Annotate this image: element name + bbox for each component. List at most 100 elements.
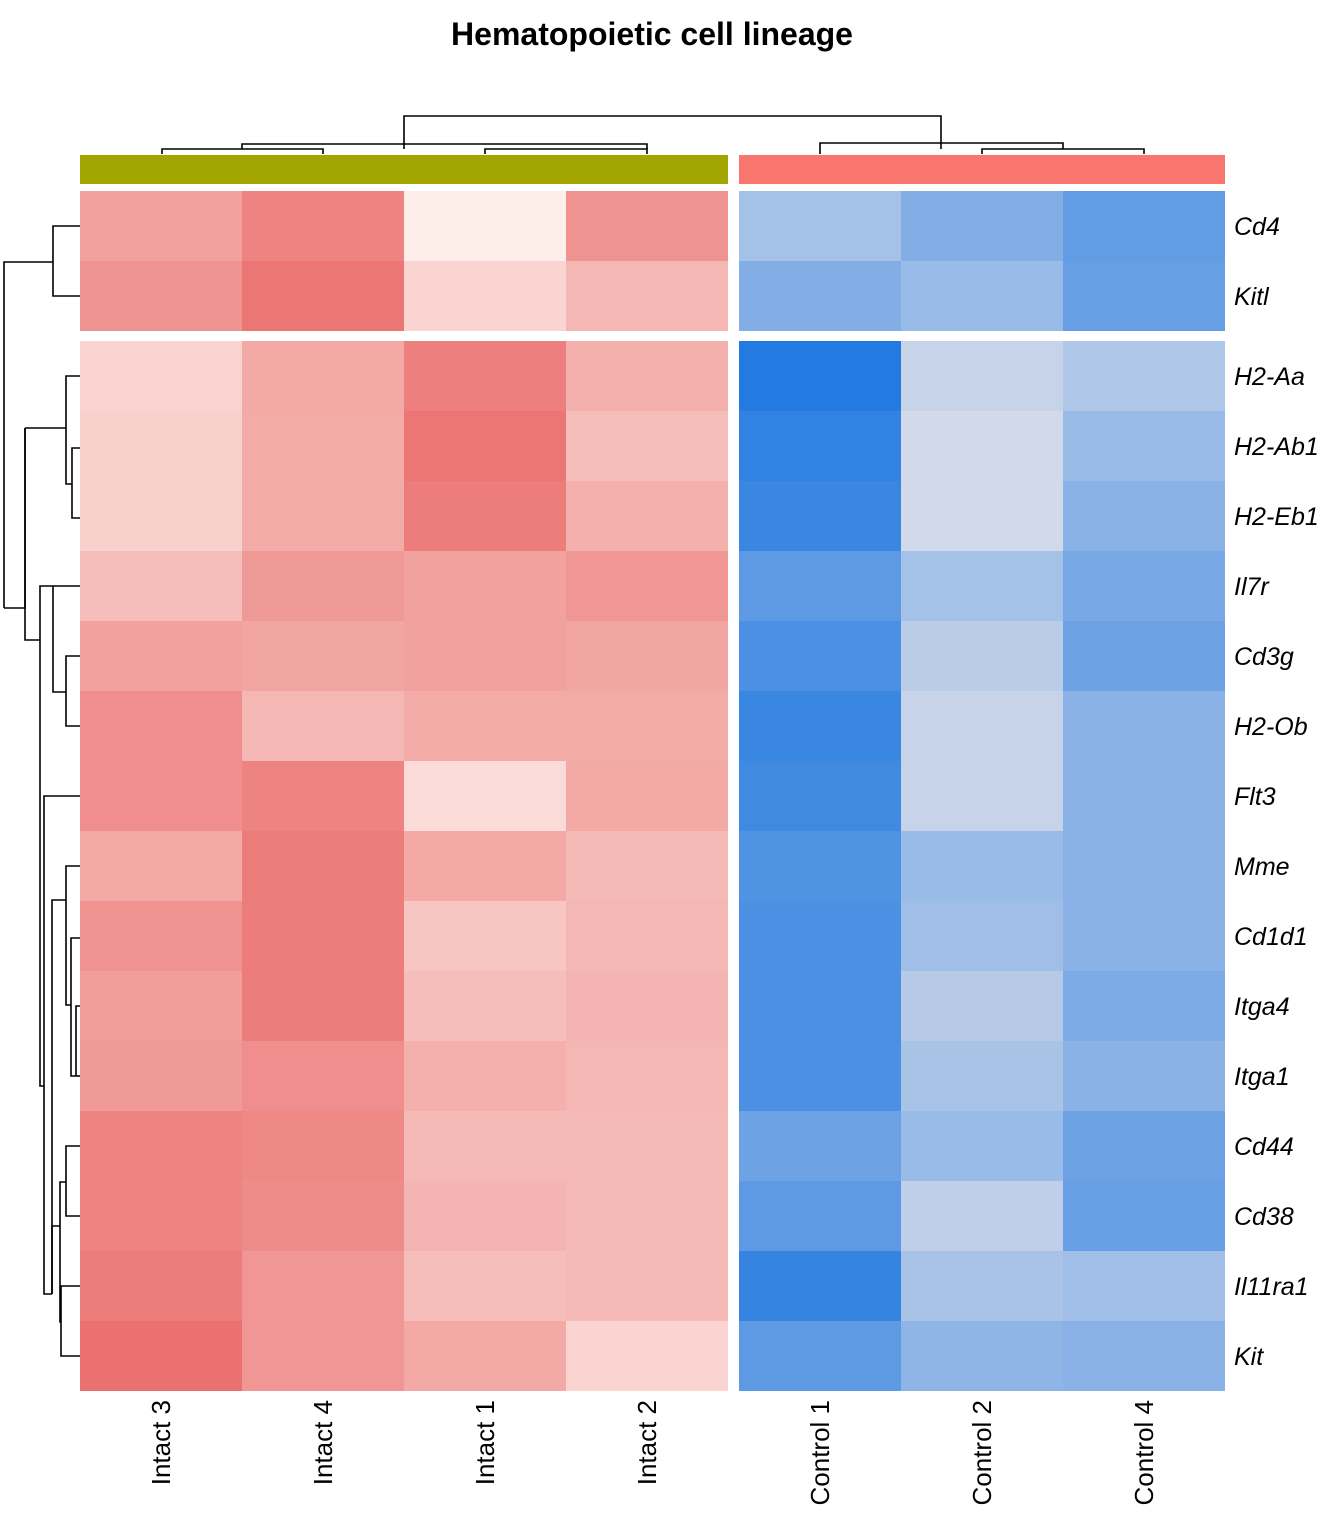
heatmap-cell [242,901,404,971]
heatmap-cell [739,1181,901,1251]
heatmap-cell [1063,261,1225,331]
heatmap-cell [80,551,242,621]
heatmap-cell [1063,1181,1225,1251]
heatmap-cell [739,761,901,831]
heatmap-cell [404,761,566,831]
heatmap-cell [80,1181,242,1251]
heatmap-cell [901,191,1063,261]
heatmap-cell [404,831,566,901]
heatmap-cell [80,1041,242,1111]
heatmap-cell [901,971,1063,1041]
heatmap-cell [242,691,404,761]
heatmap-cell [566,261,728,331]
column-labels: Intact 3 Intact 4 Intact 1 Intact 2 Control … [146,1400,1159,1506]
heatmap-cell [242,1181,404,1251]
heatmap-cell [80,481,242,551]
heatmap-cell [1063,971,1225,1041]
heatmap-cell [242,551,404,621]
column-label: Intact 2 [632,1400,662,1485]
heatmap-cell [404,481,566,551]
row-label: Kitl [1234,283,1270,311]
row-label: Flt3 [1234,783,1276,811]
heatmap-cell [739,341,901,411]
heatmap-cell [739,1111,901,1181]
heatmap-cell [566,1041,728,1111]
heatmap-cell [242,1111,404,1181]
heatmap-cell [1063,621,1225,691]
heatmap-cell [566,481,728,551]
heatmap-cell [739,831,901,901]
heatmap-cell [404,1111,566,1181]
heatmap-cell [901,761,1063,831]
heatmap-cell [739,1251,901,1321]
heatmap-cell [404,1321,566,1391]
heatmap-cell [1063,411,1225,481]
row-label: Itga1 [1234,1063,1290,1091]
heatmap-cell [404,551,566,621]
heatmap-cell [566,901,728,971]
column-label: Control 2 [967,1400,997,1506]
row-label: Cd44 [1234,1133,1294,1161]
row-label: H2-Aa [1234,363,1305,391]
heatmap-cell [901,1251,1063,1321]
heatmap-cell [404,341,566,411]
column-annotation-bar [80,155,1225,184]
heatmap-cell [739,1041,901,1111]
heatmap-cell [566,971,728,1041]
annotation-intact [80,155,728,184]
heatmap-cell [242,411,404,481]
heatmap-cell [901,1111,1063,1181]
heatmap-cell [566,831,728,901]
row-label: Cd4 [1234,213,1280,241]
chart-title: Hematopoietic cell lineage [451,16,853,52]
row-label: Il7r [1234,573,1270,601]
heatmap-cell [242,971,404,1041]
heatmap-cell [404,1251,566,1321]
heatmap-cell [242,481,404,551]
heatmap-cell [739,1321,901,1391]
heatmap-cell [80,1251,242,1321]
heatmap-cell [1063,1251,1225,1321]
heatmap-cell [242,761,404,831]
heatmap-cell [901,691,1063,761]
heatmap-cell [566,621,728,691]
row-label: H2-Eb1 [1234,503,1319,531]
heatmap-cell [242,1321,404,1391]
heatmap-cell [901,481,1063,551]
heatmap-cell [80,901,242,971]
heatmap-cell [404,901,566,971]
heatmap-cell [901,901,1063,971]
heatmap-cell [404,691,566,761]
heatmap-cell [566,191,728,261]
heatmap-cell [901,1181,1063,1251]
row-label: Kit [1234,1343,1264,1371]
heatmap-cell [901,551,1063,621]
heatmap-cell [80,1111,242,1181]
heatmap-cell [739,481,901,551]
heatmap-cell [1063,831,1225,901]
heatmap-cell [242,1041,404,1111]
heatmap-cell [566,1111,728,1181]
heatmap-cell [404,1181,566,1251]
row-labels: Cd4 Kitl H2-Aa H2-Ab1 H2-Eb1 Il7r Cd3g H2-Ob Flt… [1234,213,1319,1371]
row-label: Cd3g [1234,643,1294,671]
heatmap-cell [566,1321,728,1391]
heatmap-cell [80,621,242,691]
column-label: Control 4 [1129,1400,1159,1506]
heatmap-cell [80,191,242,261]
column-label: Control 1 [805,1400,835,1506]
row-label: H2-Ob [1234,713,1308,741]
heatmap-cell [901,621,1063,691]
heatmap-cell [1063,341,1225,411]
heatmap-cell [739,261,901,331]
heatmap-cell [242,261,404,331]
heatmap-cell [901,411,1063,481]
column-dendrogram [161,115,1145,154]
heatmap-cell [739,691,901,761]
heatmap-cell [566,1251,728,1321]
row-label: Il11ra1 [1234,1273,1309,1301]
heatmap-cell [739,971,901,1041]
heatmap-cell [566,691,728,761]
annotation-control [739,155,1225,184]
